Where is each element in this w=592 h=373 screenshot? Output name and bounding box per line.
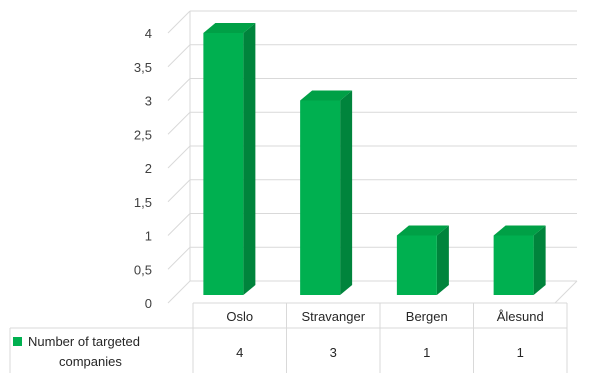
y-tick-label: 2 [145, 161, 152, 176]
table-value: 1 [517, 345, 524, 360]
gridline-depth [167, 111, 191, 135]
bar [203, 23, 256, 295]
legend-swatch [13, 337, 22, 346]
bar-side [340, 90, 353, 295]
bar-side [533, 225, 546, 295]
table-value: 1 [423, 345, 430, 360]
y-tick-label: 0 [145, 296, 152, 311]
bar-side [436, 225, 449, 295]
bar-top [203, 23, 256, 33]
legend-label-line1: Number of targeted [28, 334, 140, 349]
bar-front [396, 235, 437, 295]
bar [300, 90, 353, 295]
bar-top [396, 225, 449, 236]
gridline-depth [167, 246, 191, 270]
x-category-label: Bergen [406, 309, 448, 324]
x-category-label: Ålesund [497, 309, 544, 324]
gridline-depth [167, 78, 191, 101]
gridline-depth [167, 280, 191, 304]
gridline-depth [167, 44, 191, 68]
table-value: 3 [330, 345, 337, 360]
data-table: Number of targeted companies Oslo 4 Strava… [9, 302, 568, 373]
gridline-depth [167, 213, 191, 236]
bar [396, 225, 449, 295]
x-category-label: Stravanger [301, 309, 365, 324]
bar-front [493, 235, 534, 295]
bar-top [300, 90, 353, 101]
x-category-label: Oslo [226, 309, 253, 324]
y-tick-label: 3,5 [134, 60, 152, 75]
bar-front [300, 100, 341, 295]
y-tick-label: 1 [145, 229, 152, 244]
y-tick-label: 3 [145, 94, 152, 109]
bar [493, 225, 546, 295]
y-tick-label: 4 [145, 26, 152, 41]
y-tick-label: 1,5 [134, 195, 152, 210]
bar-side [243, 23, 256, 295]
gridline-depth [167, 145, 191, 169]
table-value: 4 [236, 345, 243, 360]
floor-edge [554, 280, 578, 304]
gridline-depth [167, 179, 191, 203]
legend-label-line2: companies [59, 354, 122, 369]
y-tick-label: 0,5 [134, 262, 152, 277]
bar-top [493, 225, 546, 236]
y-axis: 0 0,5 1 1,5 2 2,5 3 3,5 4 [134, 26, 152, 311]
y-tick-label: 2,5 [134, 127, 152, 142]
bars [203, 23, 546, 295]
bar-front [203, 33, 244, 295]
gridline-depth [167, 10, 191, 34]
